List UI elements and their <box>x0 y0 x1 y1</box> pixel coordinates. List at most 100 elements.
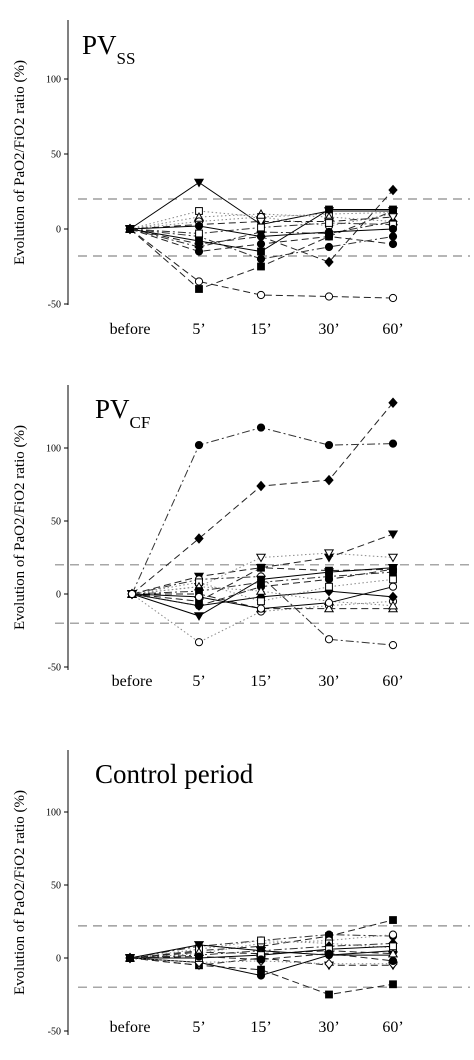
data-point <box>256 254 266 264</box>
data-point <box>257 262 265 271</box>
x-tick-label: 60’ <box>382 673 403 690</box>
x-tick-label: 30’ <box>318 673 339 690</box>
data-point <box>388 293 398 303</box>
data-point <box>324 958 334 970</box>
data-point <box>255 553 267 563</box>
data-point <box>194 601 204 610</box>
x-tick-label: 60’ <box>382 321 403 338</box>
x-tick-label: before <box>110 1019 151 1036</box>
x-tick-label: 30’ <box>318 1019 339 1036</box>
y-tick-label: 50 <box>51 150 61 161</box>
y-tick-label: 100 <box>46 75 61 86</box>
series <box>128 568 397 598</box>
data-point <box>194 277 204 286</box>
panel-title: PVCF <box>95 394 150 432</box>
data-point <box>256 971 266 980</box>
data-point <box>194 638 204 647</box>
data-point <box>389 942 397 951</box>
data-point <box>194 533 204 544</box>
data-point <box>255 586 267 595</box>
data-point <box>256 232 266 241</box>
y-tick-label: 0 <box>56 954 61 965</box>
panel-control-period: Control period -50 0 50 100 Evolution of PaO… <box>12 750 470 1038</box>
data-point <box>325 990 333 999</box>
data-point <box>388 930 398 939</box>
data-point <box>194 247 204 256</box>
y-axis-label: Evolution of PaO2/FiO2 ratio (%) <box>12 790 28 995</box>
panel-title: Control period <box>95 759 254 789</box>
data-point <box>324 227 334 237</box>
x-tick-label: 15’ <box>250 673 271 690</box>
data-point <box>388 439 398 448</box>
y-tick-label: 50 <box>51 881 61 892</box>
x-tick-label: before <box>112 673 153 690</box>
data-point <box>324 256 334 268</box>
data-point <box>389 980 397 989</box>
y-tick-label: -50 <box>48 663 61 674</box>
data-point <box>195 285 203 293</box>
data-point <box>194 221 204 231</box>
series-line <box>129 216 394 230</box>
y-tick-label: 0 <box>56 590 61 601</box>
data-point <box>125 224 135 234</box>
x-tick-label: before <box>110 321 151 338</box>
data-point <box>324 474 334 486</box>
data-point <box>388 397 398 408</box>
data-point <box>324 292 334 301</box>
data-point <box>193 178 205 188</box>
data-point <box>257 563 265 572</box>
series-line <box>129 228 394 299</box>
x-tick-label: 60’ <box>382 1019 403 1036</box>
data-point <box>324 242 334 252</box>
data-point <box>257 597 265 606</box>
data-point <box>323 549 335 559</box>
x-tick-label: 15’ <box>250 1019 271 1036</box>
x-tick-label: 15’ <box>250 321 271 338</box>
y-axis-label: Evolution of PaO2/FiO2 ratio (%) <box>12 60 28 265</box>
series-line <box>129 957 393 966</box>
x-tick-label: 5’ <box>192 321 205 338</box>
data-point <box>388 224 398 234</box>
data-point <box>388 232 398 241</box>
series-line <box>129 919 394 959</box>
data-point <box>194 440 204 450</box>
data-point <box>323 603 335 613</box>
data-point <box>324 635 334 644</box>
data-point <box>325 572 333 581</box>
x-tick-label: 30’ <box>318 321 339 338</box>
data-point <box>255 217 267 227</box>
series-line <box>129 957 393 965</box>
series <box>125 949 398 966</box>
y-tick-label: 100 <box>46 808 61 819</box>
y-axis-label: Evolution of PaO2/FiO2 ratio (%) <box>12 425 28 630</box>
series-line <box>129 934 394 959</box>
data-point <box>388 956 398 966</box>
data-point <box>325 219 333 227</box>
data-point <box>323 568 335 578</box>
data-point <box>256 604 266 613</box>
data-point <box>387 553 399 563</box>
series-line <box>129 950 394 959</box>
data-point <box>257 247 265 256</box>
data-point <box>325 205 333 214</box>
data-point <box>257 936 265 945</box>
data-point <box>325 582 333 591</box>
series-line <box>131 533 394 595</box>
series-line <box>129 953 394 962</box>
data-point <box>387 600 399 610</box>
series-line <box>131 593 394 643</box>
x-tick-label: 5’ <box>192 1019 205 1036</box>
data-point <box>389 205 397 214</box>
data-point <box>389 575 397 584</box>
data-point <box>389 568 397 577</box>
data-point <box>125 953 135 963</box>
data-point <box>324 598 334 607</box>
y-tick-label: -50 <box>48 1027 61 1038</box>
data-point <box>256 955 266 964</box>
data-point <box>324 440 334 450</box>
data-point <box>195 229 203 238</box>
data-point <box>256 239 266 249</box>
data-point <box>256 290 266 300</box>
